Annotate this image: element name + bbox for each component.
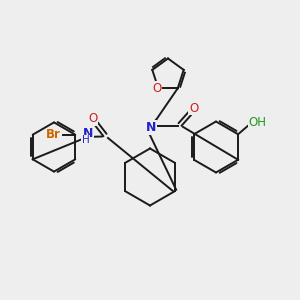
Text: Br: Br bbox=[46, 128, 61, 141]
Text: O: O bbox=[88, 112, 98, 125]
Text: N: N bbox=[146, 121, 157, 134]
Text: OH: OH bbox=[249, 116, 267, 129]
Text: H: H bbox=[82, 135, 89, 146]
Text: O: O bbox=[152, 82, 161, 95]
Text: N: N bbox=[83, 127, 94, 140]
Text: O: O bbox=[189, 101, 198, 115]
